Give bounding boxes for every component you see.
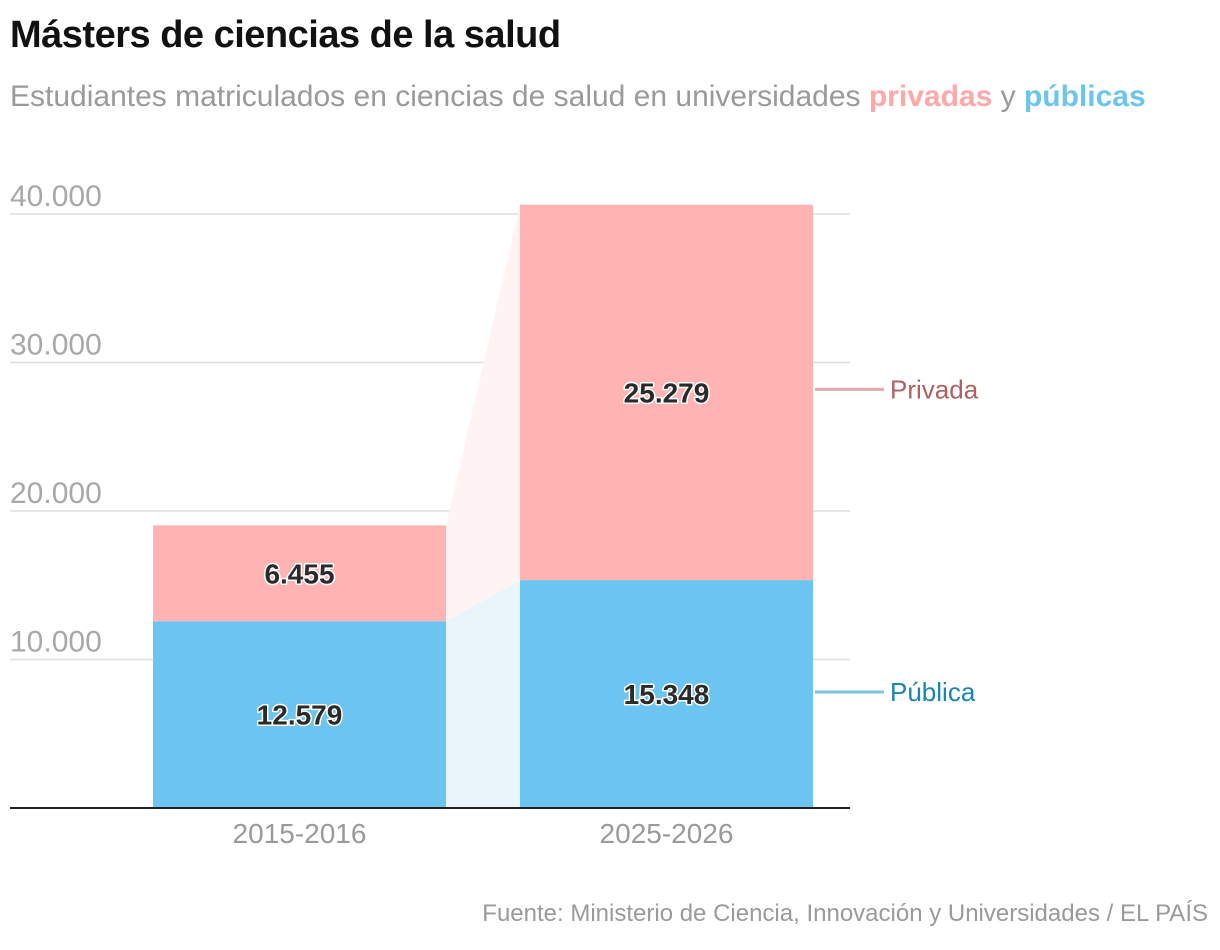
y-tick-label: 10.000 (10, 626, 102, 659)
connector-privada (446, 204, 520, 622)
data-label: 25.279 (624, 377, 710, 408)
chart-title: Másters de ciencias de la salud (10, 14, 561, 56)
bar-privada-2015-2016 (153, 525, 446, 622)
bar-publica-2015-2016 (153, 621, 446, 808)
x-tick-label: 2025-2026 (600, 818, 734, 849)
bar-privada-2025-2026 (520, 204, 813, 581)
y-tick-label: 30.000 (10, 329, 102, 362)
data-label: 15.348 (624, 679, 710, 710)
legend-label-privada: Privada (890, 374, 979, 404)
source-note: Fuente: Ministerio de Ciencia, Innovació… (482, 900, 1208, 927)
bar-publica-2025-2026 (520, 580, 813, 808)
x-tick-label: 2015-2016 (233, 818, 367, 849)
chart-subtitle: Estudiantes matriculados en ciencias de … (10, 74, 1190, 120)
data-label: 6.455 (264, 558, 334, 589)
subtitle-joiner: y (1000, 80, 1016, 113)
subtitle-text: Estudiantes matriculados en ciencias de … (10, 80, 861, 113)
data-label: 12.579 (257, 700, 343, 731)
y-tick-label: 20.000 (10, 477, 102, 510)
subtitle-privadas: privadas (868, 80, 993, 113)
connector-publica (446, 580, 520, 808)
y-tick-label: 40.000 (10, 180, 102, 213)
subtitle-publicas: públicas (1023, 80, 1146, 113)
legend-label-publica: Pública (890, 677, 976, 707)
